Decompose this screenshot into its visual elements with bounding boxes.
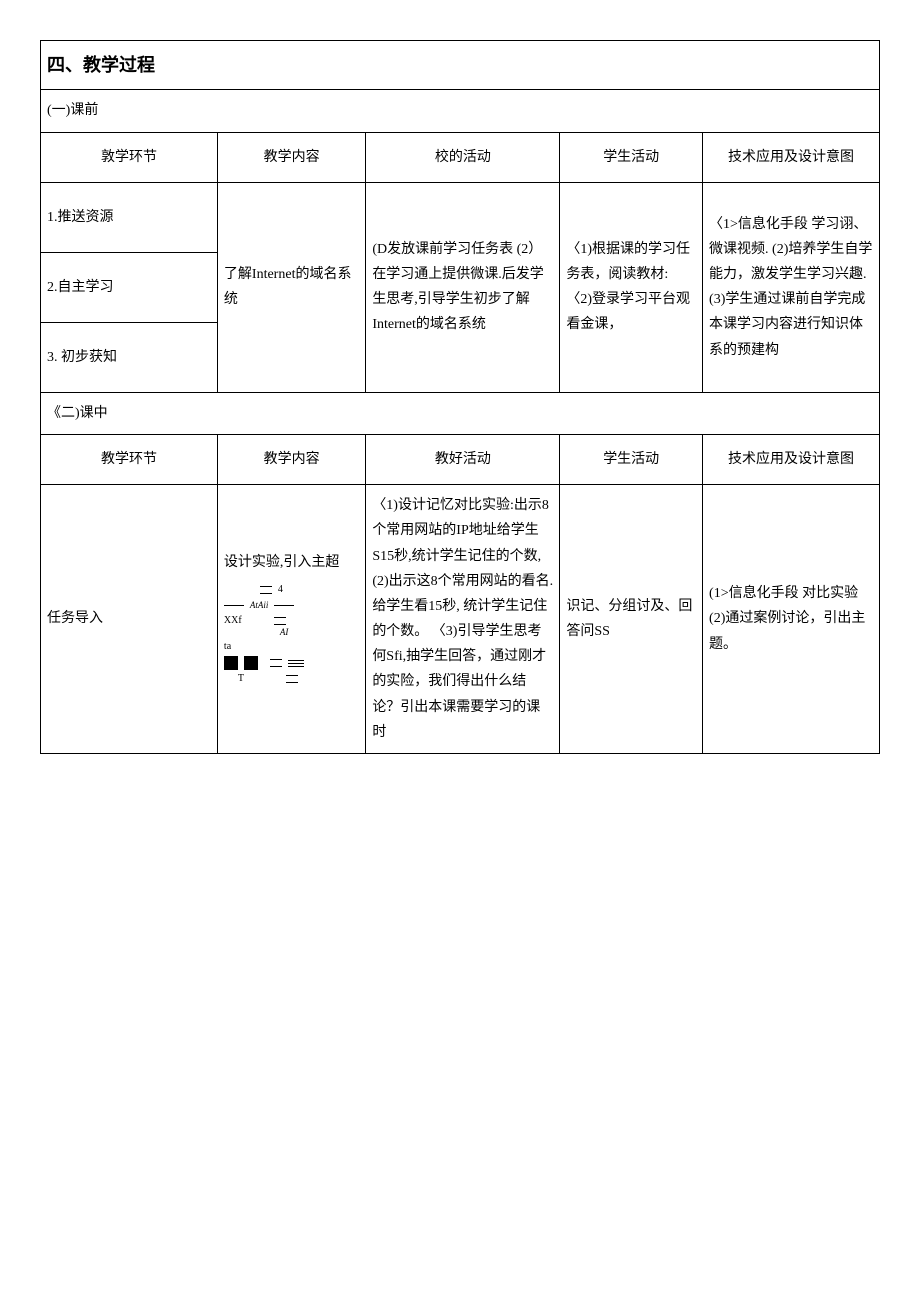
- in-class-section-label: 《二)课中: [41, 392, 880, 434]
- diagram-label-2: AI: [280, 626, 289, 639]
- header-stage-in: 教学环节: [41, 434, 218, 484]
- pre-class-student-activity: 〈1)根据课的学习任务表，阅读教材: 〈2)登录学习平台观看金课，: [560, 182, 703, 392]
- pre-class-tech-design: 〈1>信息化手段 学习诩、微课视频. (2)培养学生自学能力，激发学生学习兴趣.…: [703, 182, 880, 392]
- diagram-top-number: 4: [278, 583, 283, 597]
- experiment-diagram: 4 AtAii XXf AI ta: [224, 583, 359, 686]
- diagram-text-2: ta: [224, 640, 231, 654]
- in-class-stage-1: 任务导入: [41, 485, 218, 754]
- diagram-t-label: T: [238, 672, 244, 686]
- in-class-tech-1: (1>信息化手段 对比实验 (2)通过案例讨论，引出主题。: [703, 485, 880, 754]
- stage-1: 1.推送资源: [41, 182, 218, 252]
- header-teacher-pre: 校的活动: [366, 132, 560, 182]
- main-title: 四、教学过程: [41, 41, 880, 90]
- in-class-content-1: 设计实验,引入主超 4 AtAii XXf: [217, 485, 365, 754]
- header-student-pre: 学生活动: [560, 132, 703, 182]
- in-class-teacher-1: 〈1)设计记忆对比实验:出示8个常用网站的IP地址给学生S15秒,统计学生记住的…: [366, 485, 560, 754]
- pre-class-content: 了解Internet的域名系统: [217, 182, 365, 392]
- experiment-intro-text: 设计实验,引入主超: [224, 555, 340, 570]
- header-content-pre: 教学内容: [217, 132, 365, 182]
- header-tech-pre: 技术应用及设计意图: [703, 132, 880, 182]
- header-content-in: 教学内容: [217, 434, 365, 484]
- teaching-process-table: 四、教学过程 (一)课前 敦学环节 教学内容 校的活动 学生活动 技术应用及设计…: [40, 40, 880, 754]
- header-stage-pre: 敦学环节: [41, 132, 218, 182]
- diagram-text-1: XXf: [224, 614, 242, 628]
- in-class-student-1: 识记、分组讨及、回答问SS: [560, 485, 703, 754]
- header-teacher-in: 教好活动: [366, 434, 560, 484]
- pre-class-teacher-activity: (D发放课前学习任务表 (2）在学习通上提供微课.后发学生思考,引导学生初步了解…: [366, 182, 560, 392]
- header-student-in: 学生活动: [560, 434, 703, 484]
- pre-class-section-label: (一)课前: [41, 90, 880, 132]
- stage-3: 3. 初步获知: [41, 322, 218, 392]
- header-tech-in: 技术应用及设计意图: [703, 434, 880, 484]
- stage-2: 2.自主学习: [41, 252, 218, 322]
- diagram-label-1: AtAii: [250, 599, 269, 612]
